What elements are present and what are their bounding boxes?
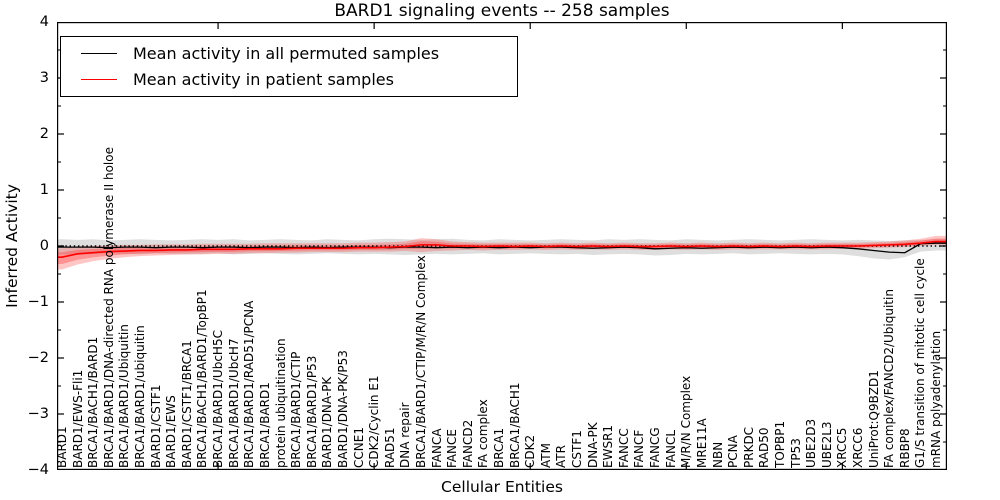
x-tick-label: NBN <box>710 441 725 468</box>
x-tick-label: BARD1/EWS-Fli1 <box>70 369 85 468</box>
permuted-mean-line <box>57 242 947 254</box>
plot-area <box>57 21 947 471</box>
x-tick-label: RBBP8 <box>897 428 912 468</box>
patient-mean-line <box>57 240 947 258</box>
patient-band-outer <box>57 235 947 270</box>
y-tick-label: −1 <box>27 294 49 310</box>
x-tick-label: BRCA1/BACH1/BARD1 <box>86 336 101 468</box>
x-tick-label: DNA-PK <box>585 422 600 468</box>
x-tick-label: BRCA1/BARD1 <box>257 382 272 468</box>
y-tick-label: 4 <box>39 14 49 30</box>
x-tick-label: BRCA1/BARD1/P53 <box>304 355 319 468</box>
x-tick-label: FA complex/FANCD2/Ubiquitin <box>882 289 897 468</box>
x-tick-label: PRKDC <box>741 426 756 468</box>
x-tick-label: BRCA1 <box>492 427 506 468</box>
x-tick-label: CDK2 <box>523 434 538 468</box>
patient-band-inner <box>57 238 947 264</box>
chart-title: BARD1 signaling events -- 258 samples <box>334 1 670 21</box>
legend-entry-permuted: Mean activity in all permuted samples <box>61 44 517 63</box>
x-tick-label: BARD1/EWS <box>164 395 179 468</box>
y-tick-label: 3 <box>39 70 49 86</box>
y-tick-label: 0 <box>39 238 49 254</box>
x-tick-label: UniProt:Q9BZD1 <box>866 370 881 468</box>
x-tick-label: TP53 <box>788 438 803 468</box>
plot-canvas <box>57 21 947 471</box>
x-tick-label: BARD1 <box>55 426 69 468</box>
x-tick-label: M/R/N Complex <box>679 375 694 468</box>
x-tick-label: ATR <box>554 445 569 468</box>
legend-label-patient: Mean activity in patient samples <box>133 70 394 90</box>
y-tick-label: 1 <box>39 182 49 198</box>
legend-label-permuted: Mean activity in all permuted samples <box>133 43 440 63</box>
x-tick-label: FANCD2 <box>460 419 475 468</box>
x-tick-label: BARD1/DNA-PK/P53 <box>335 350 350 468</box>
x-tick-label: BRCA1/BACH1/BARD1/TopBP1 <box>195 289 210 468</box>
y-tick-label: −4 <box>27 462 49 478</box>
y-tick-label: −2 <box>27 350 49 366</box>
x-tick-label: BRCA1/BARD1/Ubiquitin <box>117 324 132 468</box>
x-tick-label: BRCA1/BARD1/DNA-directed RNA polymerase … <box>101 147 116 468</box>
x-tick-label: PCNA <box>726 435 741 468</box>
legend: Mean activity in all permuted samples Me… <box>60 36 518 97</box>
legend-entry-patient: Mean activity in patient samples <box>61 70 517 89</box>
x-tick-label: FANCL <box>663 429 678 468</box>
x-tick-label: FA complex <box>476 399 491 468</box>
x-tick-label: protein ubiquitination <box>273 338 288 468</box>
x-tick-label: mRNA polyadenylation <box>929 330 943 468</box>
x-tick-label: UBE2L3 <box>819 421 834 468</box>
x-tick-label: BARD1/DNA-PK <box>320 376 335 468</box>
x-tick-label: BRCA1/BARD1/RAD51/PCNA <box>242 300 257 468</box>
x-tick-label: BRCA1/BARD1/UbcH7 <box>226 338 241 468</box>
x-tick-label: RAD51 <box>382 427 397 468</box>
x-tick-label: BARD1/CSTF1 <box>148 384 163 468</box>
x-tick-label: BRCA1/BARD1/CTIP <box>289 351 304 468</box>
permuted-band <box>57 238 947 260</box>
x-tick-label: FANCC <box>616 428 631 468</box>
x-tick-label: CDK2/Cyclin E1 <box>367 375 382 468</box>
x-tick-label: FANCG <box>648 427 663 468</box>
x-tick-label: BRCA1/BARD1/UbcH5C <box>211 330 226 468</box>
x-axis-label: Cellular Entities <box>441 478 563 496</box>
x-tick-label: FANCE <box>445 429 460 468</box>
legend-line-sample-black <box>81 52 117 54</box>
x-tick-label: DNA repair <box>398 402 413 468</box>
x-tick-label: EWSR1 <box>601 424 616 468</box>
x-tick-label: G1/S transition of mitotic cell cycle <box>913 258 928 468</box>
x-tick-label: CCNE1 <box>351 427 366 468</box>
x-tick-label: XRCC5 <box>835 427 850 468</box>
y-tick-label: −3 <box>27 406 49 422</box>
x-tick-label: XRCC6 <box>850 427 865 468</box>
x-tick-label: BRCA1/BACH1 <box>507 382 522 468</box>
x-tick-label: BRCA1/BARD1/CTIP/M/R/N Complex <box>413 255 428 468</box>
x-tick-label: BARD1/CSTF1/BRCA1 <box>179 340 194 468</box>
axes-frame <box>57 22 947 470</box>
x-tick-label: RAD50 <box>757 427 772 468</box>
legend-line-sample-red <box>81 79 117 81</box>
x-tick-label: FANCF <box>632 429 647 468</box>
x-tick-label: FANCA <box>429 428 444 468</box>
x-tick-label: ATM <box>538 443 553 468</box>
x-tick-label: UBE2D3 <box>804 418 819 468</box>
x-tick-label: BRCA1/BARD1/ubiquitin <box>133 325 148 468</box>
x-tick-label: TOPBP1 <box>772 420 787 468</box>
x-tick-label: CSTF1 <box>570 430 585 468</box>
y-tick-label: 2 <box>39 126 49 142</box>
x-tick-label: MRE11A <box>694 418 709 468</box>
